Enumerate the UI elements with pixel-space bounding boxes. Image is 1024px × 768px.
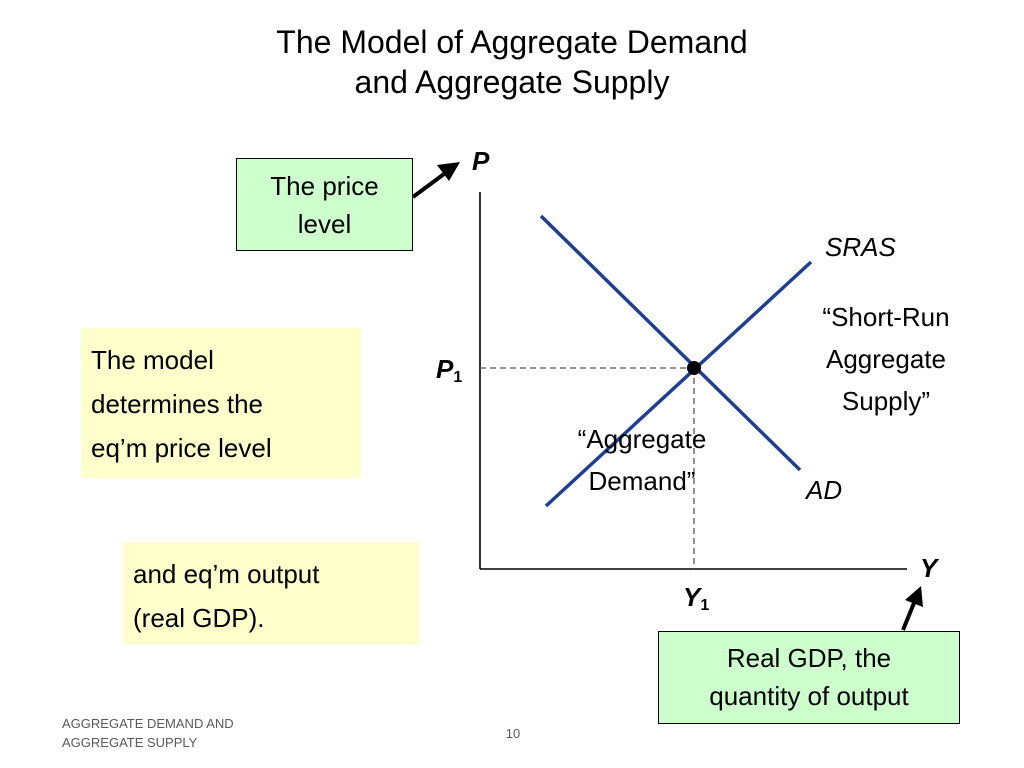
- real-gdp-arrow-head: [905, 586, 923, 607]
- output-marker-label: Y1: [683, 582, 709, 615]
- real-gdp-callout-line-1: Real GDP, the: [726, 643, 892, 673]
- page-number: 10: [505, 726, 521, 741]
- sras-label: SRAS: [825, 232, 896, 262]
- price-level-arrow-head: [437, 162, 460, 181]
- price-level-callout-line-2: level: [297, 209, 352, 239]
- model-determines-callout: The model determines the eq’m price leve…: [81, 328, 361, 478]
- output-callout-line-2: (real GDP).: [133, 603, 265, 633]
- ad-label: AD: [806, 475, 843, 505]
- real-gdp-arrow-shaft: [901, 602, 916, 631]
- ad-quote-line-1: “Aggregate: [577, 424, 707, 454]
- footer-line-2: AGGREGATE SUPPLY: [62, 735, 198, 750]
- price-level-callout: The price level: [236, 158, 413, 251]
- output-marker-base: Y: [683, 582, 701, 612]
- model-determines-line-2: determines the: [91, 389, 263, 419]
- output-marker-sub: 1: [700, 597, 710, 614]
- output-callout: and eq’m output (real GDP).: [123, 542, 419, 644]
- sras-quote-line-1: “Short-Run: [822, 302, 950, 332]
- output-callout-line-1: and eq’m output: [133, 559, 320, 589]
- price-marker-base: P: [436, 354, 454, 384]
- sras-quote-line-2: Aggregate: [826, 344, 946, 374]
- model-determines-line-1: The model: [91, 345, 214, 375]
- y-axis-label: P: [472, 146, 490, 176]
- footer-line-1: AGGREGATE DEMAND AND: [62, 716, 234, 731]
- ad-curve: [539, 214, 802, 472]
- model-determines-line-3: eq’m price level: [91, 433, 272, 463]
- equilibrium-point: [687, 361, 701, 375]
- slide-title-line-1: The Model of Aggregate Demand: [276, 24, 748, 60]
- sras-curve: [544, 260, 813, 508]
- sras-quote: “Short-Run Aggregate Supply”: [796, 296, 976, 422]
- footer-chapter-title: AGGREGATE DEMAND AND AGGREGATE SUPPLY: [62, 714, 272, 752]
- price-marker-label: P1: [436, 354, 462, 387]
- ad-quote-line-2: Demand”: [588, 466, 696, 496]
- price-marker-sub: 1: [453, 369, 463, 386]
- slide-title-line-2: and Aggregate Supply: [354, 64, 670, 100]
- x-axis-label: Y: [920, 553, 938, 583]
- sras-quote-line-3: Supply”: [841, 386, 931, 416]
- real-gdp-callout: Real GDP, the quantity of output: [658, 631, 960, 724]
- real-gdp-callout-line-2: quantity of output: [709, 681, 909, 711]
- price-level-arrow-shaft: [411, 172, 446, 199]
- ad-quote: “Aggregate Demand”: [552, 418, 732, 502]
- price-level-callout-line-1: The price: [270, 171, 379, 201]
- slide-title: The Model of Aggregate Demand and Aggreg…: [0, 22, 1024, 102]
